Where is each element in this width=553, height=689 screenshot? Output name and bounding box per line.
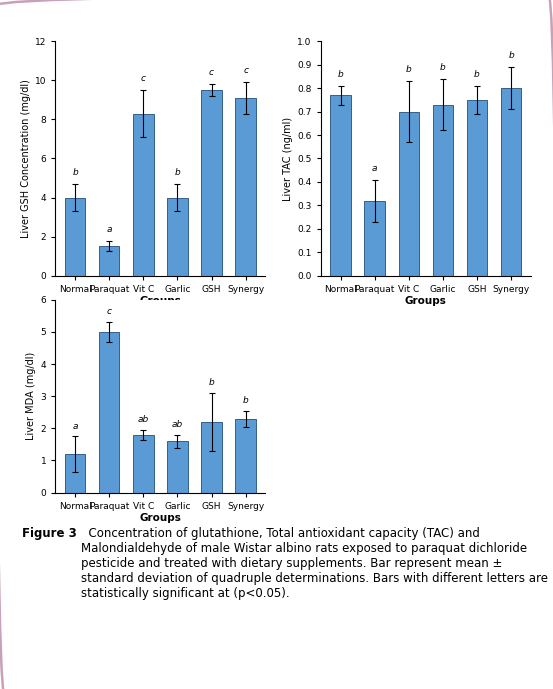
Text: b: b [440, 63, 446, 72]
Text: b: b [208, 378, 215, 387]
Text: a: a [72, 422, 78, 431]
Y-axis label: Liver MDA (mg/dl): Liver MDA (mg/dl) [27, 352, 36, 440]
Bar [432, 105, 453, 276]
Bar [467, 100, 487, 276]
Text: Figure 3: Figure 3 [22, 527, 77, 539]
Bar [133, 435, 154, 493]
Bar [236, 98, 256, 276]
Text: c: c [243, 66, 248, 75]
Text: a: a [372, 163, 377, 172]
Bar [99, 332, 119, 493]
Text: c: c [209, 68, 214, 77]
Text: b: b [72, 168, 78, 177]
Bar [201, 422, 222, 493]
Text: c: c [141, 74, 146, 83]
Text: ab: ab [138, 415, 149, 424]
Text: c: c [107, 307, 112, 316]
Text: b: b [338, 70, 343, 79]
Text: ab: ab [172, 420, 183, 429]
Bar [330, 95, 351, 276]
Bar [65, 198, 85, 276]
Text: b: b [243, 396, 248, 405]
Bar [167, 198, 187, 276]
Bar [364, 200, 385, 276]
Text: a: a [106, 225, 112, 234]
X-axis label: Groups: Groups [405, 296, 447, 307]
X-axis label: Groups: Groups [139, 296, 181, 307]
Bar [99, 247, 119, 276]
X-axis label: Groups: Groups [139, 513, 181, 524]
Y-axis label: Liver GSH Concentration (mg/dl): Liver GSH Concentration (mg/dl) [20, 79, 30, 238]
Bar [133, 114, 154, 276]
Text: b: b [175, 168, 180, 177]
Bar [501, 88, 521, 276]
Y-axis label: Liver TAC (ng/ml): Liver TAC (ng/ml) [283, 116, 293, 200]
Bar [236, 419, 256, 493]
Text: b: b [406, 65, 411, 74]
Bar [399, 112, 419, 276]
Text: Concentration of glutathione, Total antioxidant capacity (TAC) and Malondialdehy: Concentration of glutathione, Total anti… [81, 527, 548, 600]
Text: b: b [474, 70, 480, 79]
Bar [201, 90, 222, 276]
Text: b: b [508, 51, 514, 60]
Bar [65, 454, 85, 493]
Bar [167, 441, 187, 493]
